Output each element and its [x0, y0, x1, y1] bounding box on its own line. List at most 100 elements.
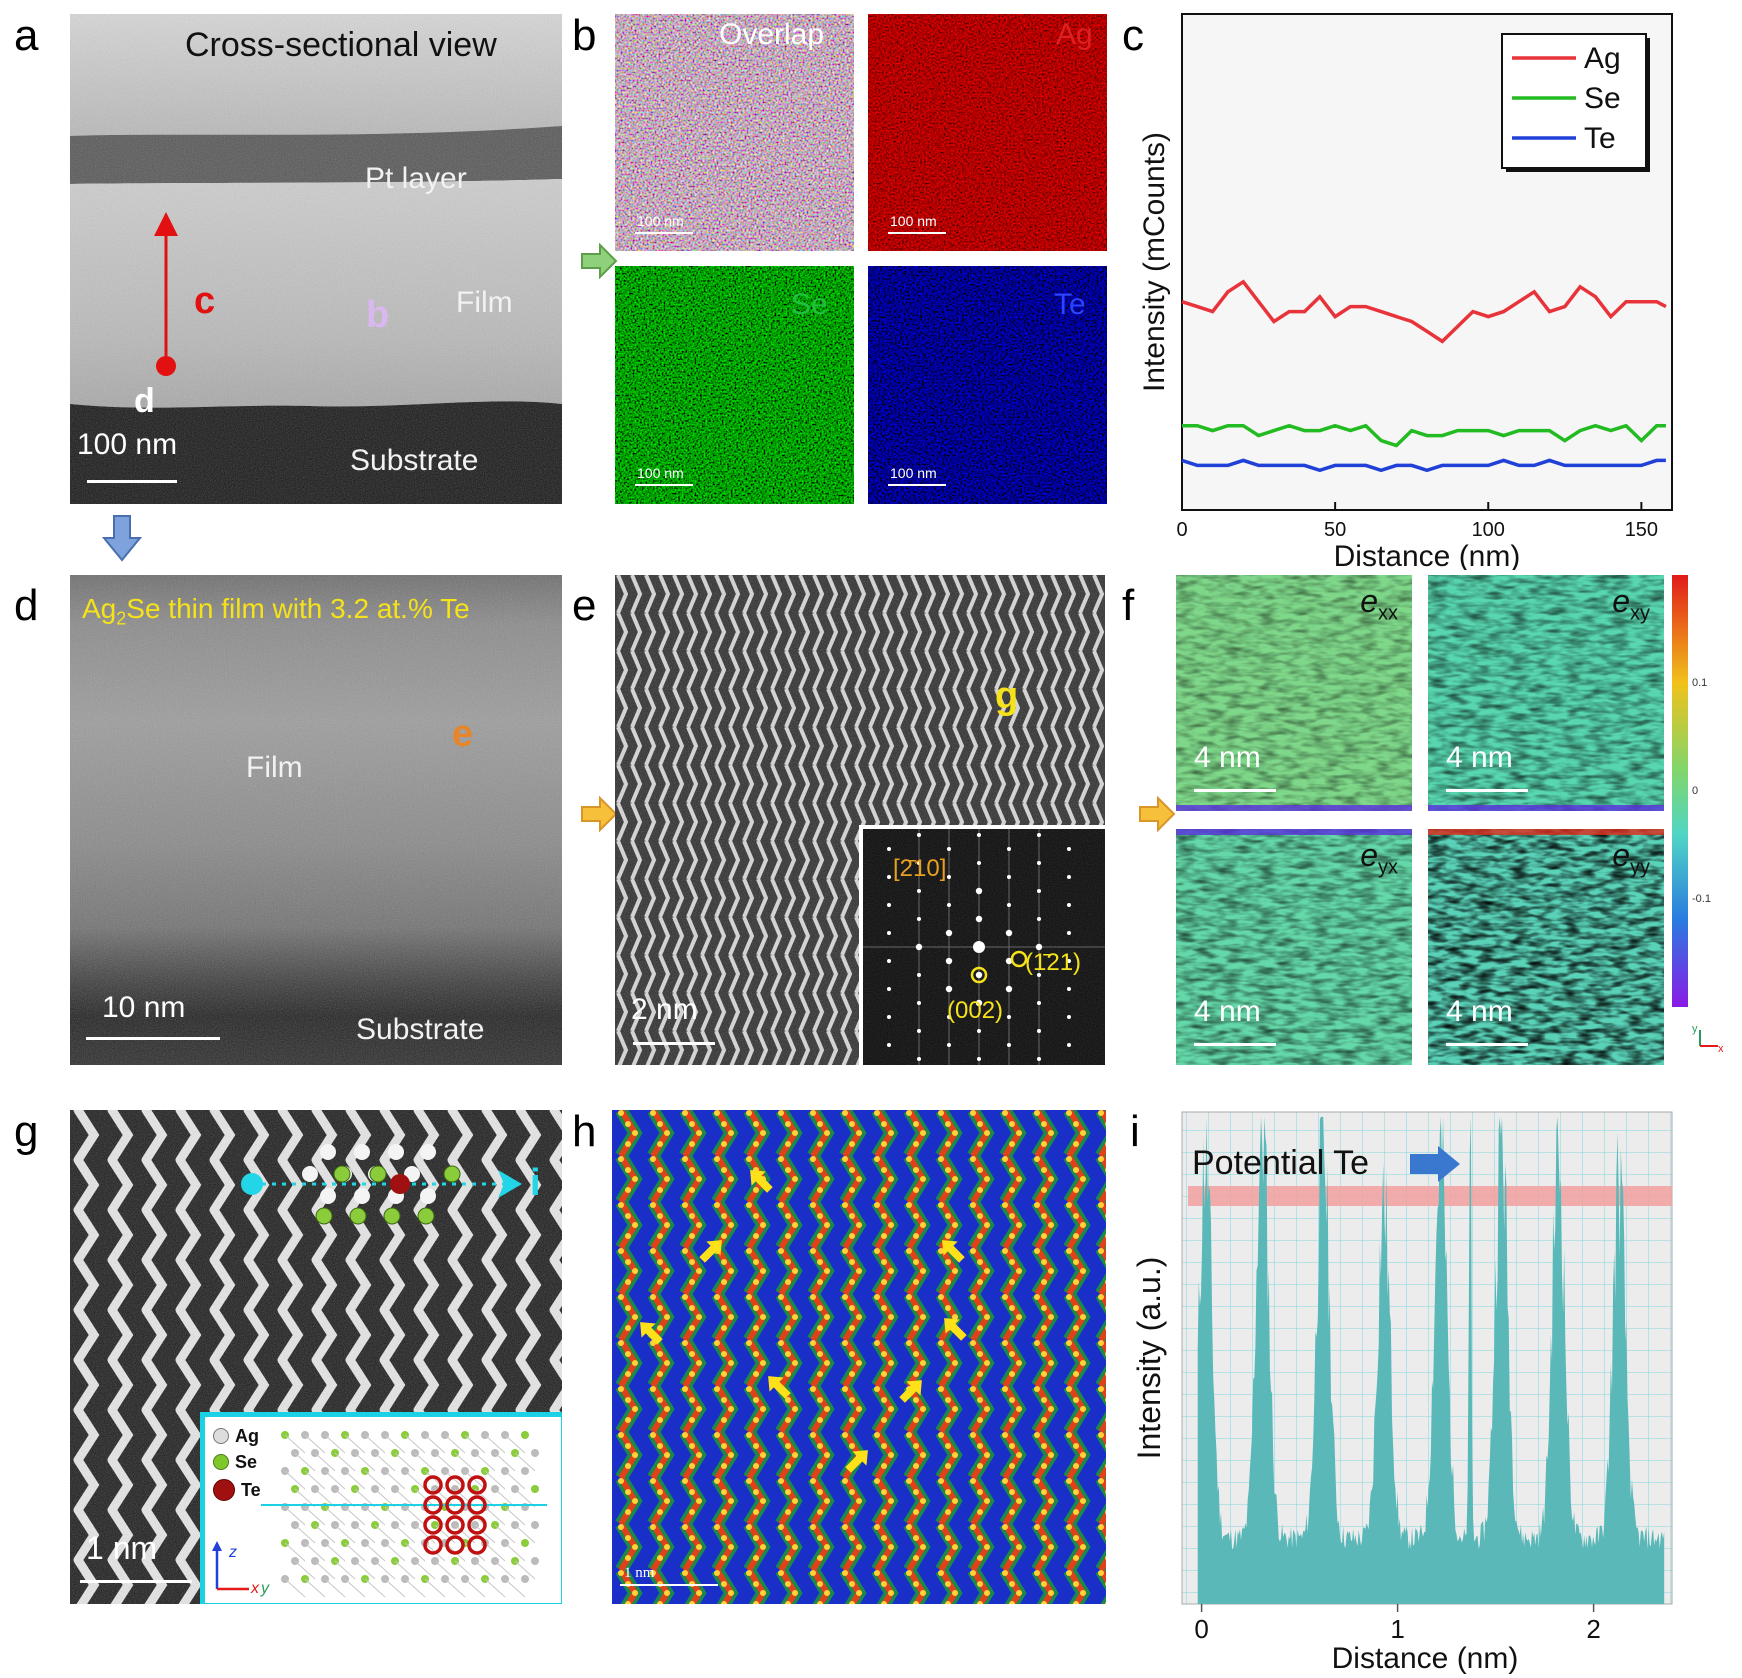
- lattice-bond: [404, 1434, 426, 1454]
- fft-spot: [1005, 957, 1013, 965]
- fft-spot: [1007, 875, 1011, 879]
- fft-spot: [947, 1015, 951, 1019]
- legend-label: Ag: [1584, 42, 1621, 75]
- axis-y-label: y: [1692, 1023, 1698, 1035]
- lattice-bond: [394, 1452, 416, 1472]
- lattice-bond: [474, 1452, 496, 1472]
- lattice-bond: [324, 1542, 346, 1562]
- crystal-legend: Ag Se Te: [213, 1423, 261, 1505]
- lattice-atom: [521, 1575, 529, 1583]
- ag-atom: [354, 1144, 370, 1160]
- lattice-bond: [324, 1470, 346, 1490]
- fft-spot: [975, 999, 983, 1007]
- lattice-bond: [284, 1470, 306, 1490]
- lattice-bond: [394, 1560, 416, 1580]
- strain-symbol: e: [1612, 837, 1630, 873]
- lattice-bond: [504, 1506, 526, 1526]
- se-atom: [443, 1165, 461, 1183]
- te-atom-icon: [213, 1479, 235, 1501]
- legend-label: Se: [235, 1452, 258, 1472]
- panel-h-filtered-image: 1 nm: [612, 1110, 1106, 1604]
- lattice-bond: [344, 1578, 366, 1598]
- eds-scale-label: 100 nm: [890, 465, 937, 481]
- ag-atom: [420, 1188, 436, 1204]
- ag-atom: [302, 1166, 318, 1182]
- fft-spot: [977, 1029, 981, 1033]
- se-atom: [333, 1165, 351, 1183]
- lattice-bond: [324, 1434, 346, 1454]
- lattice-bond: [374, 1524, 396, 1544]
- eds-scale-bar: [635, 232, 693, 234]
- panel-d-scale-label: 10 nm: [102, 991, 186, 1024]
- chart-i-area: [1197, 1116, 1665, 1604]
- panel-h-scale-label: 1 nm: [624, 1565, 655, 1581]
- fft-spot: [945, 929, 953, 937]
- ag-atom: [388, 1144, 404, 1160]
- lattice-bond: [354, 1560, 376, 1580]
- lattice-bond: [494, 1524, 516, 1544]
- fft-spot: [1067, 987, 1071, 991]
- fft-spot: [947, 903, 951, 907]
- x-tick-label: 100: [1472, 519, 1505, 541]
- axis-z-label: z: [228, 1544, 237, 1561]
- strain-map-xx: exx 4 nm: [1176, 575, 1412, 811]
- strain-subscript: xx: [1378, 602, 1398, 625]
- eds-scale-bar: [888, 484, 946, 486]
- fft-spot: [887, 1043, 891, 1047]
- strain-component-label: eyy: [1612, 839, 1650, 877]
- te-position-arrow: [640, 1322, 663, 1345]
- lattice-atom: [521, 1467, 529, 1475]
- fft-spot: [945, 985, 953, 993]
- eds-map-overlap: Overlap 100 nm: [615, 14, 854, 251]
- panel-label-a: a: [14, 11, 39, 60]
- te-atom: [445, 1535, 465, 1555]
- x-tick-label: 0: [1176, 519, 1187, 541]
- lattice-bond: [384, 1434, 406, 1454]
- legend-row: Se: [213, 1449, 261, 1475]
- colorbar: [1672, 575, 1688, 1007]
- lattice-atom: [531, 1449, 539, 1457]
- fft-spot: [947, 1043, 951, 1047]
- lattice-bond: [364, 1434, 386, 1454]
- fft-spot: [887, 1015, 891, 1019]
- fft-spot: [947, 847, 951, 851]
- series-line-ag: [1181, 279, 1667, 344]
- te-position-arrow: [768, 1376, 791, 1399]
- lattice-bond: [404, 1542, 426, 1562]
- colorbar-tick: 0: [1692, 785, 1699, 797]
- te-position-arrow: [944, 1318, 967, 1341]
- strain-component-label: exy: [1612, 585, 1650, 623]
- axis-y-label: y: [260, 1580, 270, 1597]
- panel-g-scale-bar: [80, 1580, 192, 1583]
- lattice-bond: [384, 1542, 406, 1562]
- lattice-bond: [314, 1524, 336, 1544]
- strain-component-label: exx: [1360, 585, 1398, 623]
- se-atom: [315, 1207, 333, 1225]
- x-tick-label: 2: [1586, 1614, 1600, 1644]
- te-atom: [390, 1174, 410, 1194]
- fft-spot: [887, 959, 891, 963]
- substrate-label: Substrate: [350, 444, 479, 477]
- down-arrow-icon: [102, 515, 142, 562]
- te-atom: [445, 1475, 465, 1495]
- strain-scale-bar: [1446, 1043, 1528, 1046]
- ag-atom-icon: [213, 1428, 229, 1444]
- panel-a-scale-bar: [87, 480, 177, 483]
- strain-scale-label: 4 nm: [1446, 995, 1513, 1028]
- fft-spot: [947, 875, 951, 879]
- lattice-bond: [474, 1560, 496, 1580]
- lattice-bond: [394, 1524, 416, 1544]
- lattice-bond: [424, 1578, 446, 1598]
- fft-spot: [975, 915, 983, 923]
- marker-c: c: [194, 280, 216, 322]
- x-tick-label: 150: [1625, 519, 1658, 541]
- lattice-bond: [514, 1524, 536, 1544]
- marker-b: b: [366, 294, 390, 336]
- lattice-bond: [354, 1524, 376, 1544]
- strain-subscript: yx: [1378, 856, 1398, 879]
- panel-a-title: Cross-sectional view: [185, 26, 497, 64]
- strain-map-xy: exy 4 nm: [1428, 575, 1664, 811]
- se-atom-icon: [213, 1454, 229, 1470]
- right-arrow-green-icon: [581, 243, 618, 279]
- series-line-se: [1182, 423, 1666, 448]
